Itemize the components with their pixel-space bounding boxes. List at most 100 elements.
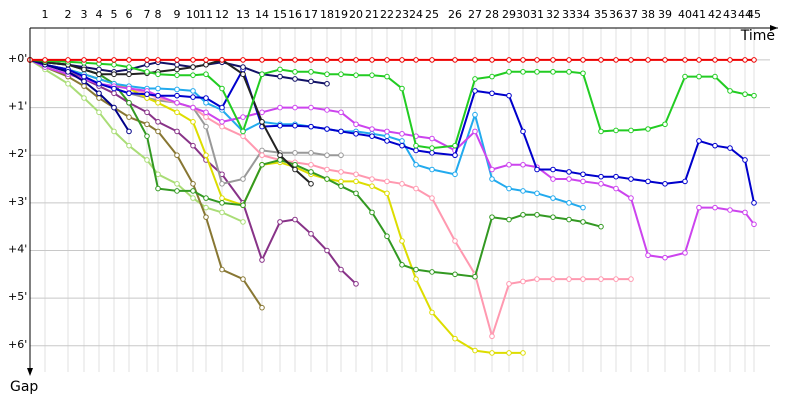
x-tick-label: 43 <box>723 8 737 21</box>
data-point <box>399 57 405 63</box>
x-tick-label: 12 <box>215 8 229 21</box>
series-line <box>29 58 755 204</box>
y-tick-label: +1' <box>8 100 27 113</box>
data-point <box>259 152 265 159</box>
data-point <box>308 181 314 187</box>
data-point <box>727 145 733 151</box>
data-point <box>277 122 283 129</box>
data-point <box>190 195 196 201</box>
data-point <box>308 150 314 156</box>
series-line <box>29 58 631 340</box>
data-point <box>369 57 375 63</box>
data-point <box>240 276 246 282</box>
data-point <box>292 166 298 173</box>
data-point <box>613 127 619 134</box>
data-point <box>240 64 246 70</box>
y-tick-label: +5' <box>8 290 27 303</box>
data-point <box>489 73 495 80</box>
series-layer <box>27 57 757 356</box>
data-point <box>489 333 495 340</box>
data-point <box>126 100 132 106</box>
data-point <box>399 261 405 268</box>
x-axis-label: Time <box>740 28 775 44</box>
data-point <box>613 185 619 192</box>
x-tick-label: 9 <box>174 8 181 21</box>
x-tick-label: 11 <box>199 8 213 21</box>
data-point <box>190 64 196 70</box>
data-point <box>506 281 512 287</box>
data-point <box>308 123 314 130</box>
y-tick-label: +0' <box>8 52 27 65</box>
x-tick-label: 1 <box>42 8 49 21</box>
data-point <box>219 85 225 92</box>
data-point <box>174 152 180 159</box>
data-point <box>384 178 390 185</box>
data-point <box>472 111 478 118</box>
data-point <box>566 276 572 282</box>
data-point <box>96 80 102 87</box>
data-point <box>144 57 150 63</box>
x-tick-label: 32 <box>546 8 560 21</box>
data-point <box>203 152 209 159</box>
x-tick-label: 16 <box>288 8 302 21</box>
data-point <box>111 90 117 97</box>
data-point <box>429 195 435 201</box>
data-point <box>190 142 196 149</box>
data-point <box>240 57 246 63</box>
data-point <box>42 57 48 63</box>
data-point <box>645 252 651 259</box>
data-point <box>369 176 375 182</box>
data-point <box>384 73 390 80</box>
x-tick-label: 21 <box>365 8 379 21</box>
data-point <box>566 169 572 175</box>
data-point <box>81 83 87 89</box>
data-point <box>384 233 390 240</box>
data-point <box>203 57 209 63</box>
x-tick-label: 13 <box>236 8 250 21</box>
data-point <box>324 166 330 173</box>
data-point <box>308 57 314 63</box>
data-point <box>534 57 540 63</box>
data-point <box>277 104 283 111</box>
data-point <box>550 276 556 282</box>
data-point <box>520 69 526 75</box>
data-point <box>506 161 512 168</box>
data-point <box>489 350 495 356</box>
data-point <box>413 57 419 63</box>
data-point <box>550 195 556 201</box>
data-point <box>126 142 132 149</box>
x-tick-label: 6 <box>126 8 133 21</box>
data-point <box>96 95 102 101</box>
data-point <box>452 57 458 63</box>
data-point <box>534 211 540 218</box>
data-point <box>144 61 150 68</box>
x-tick-label: 17 <box>304 8 318 21</box>
data-point <box>155 71 161 78</box>
data-point <box>203 95 209 101</box>
data-point <box>308 169 314 175</box>
data-point <box>472 273 478 280</box>
data-point <box>682 57 688 63</box>
series-line <box>29 58 523 354</box>
data-point <box>308 104 314 111</box>
data-point <box>645 178 651 185</box>
data-point <box>155 128 161 135</box>
data-point <box>429 145 435 151</box>
data-point <box>429 309 435 316</box>
data-point <box>628 57 634 63</box>
x-tick-label: 10 <box>186 8 200 21</box>
data-point <box>219 209 225 216</box>
x-tick-label: 28 <box>485 8 499 21</box>
x-tick-label: 24 <box>409 8 423 21</box>
data-point <box>369 126 375 132</box>
data-point <box>155 100 161 106</box>
data-point <box>751 92 757 99</box>
data-point <box>534 69 540 75</box>
data-point <box>566 69 572 75</box>
data-point <box>413 185 419 192</box>
data-point <box>598 57 604 63</box>
series-line <box>29 59 244 223</box>
data-point <box>81 78 87 85</box>
data-point <box>384 133 390 139</box>
